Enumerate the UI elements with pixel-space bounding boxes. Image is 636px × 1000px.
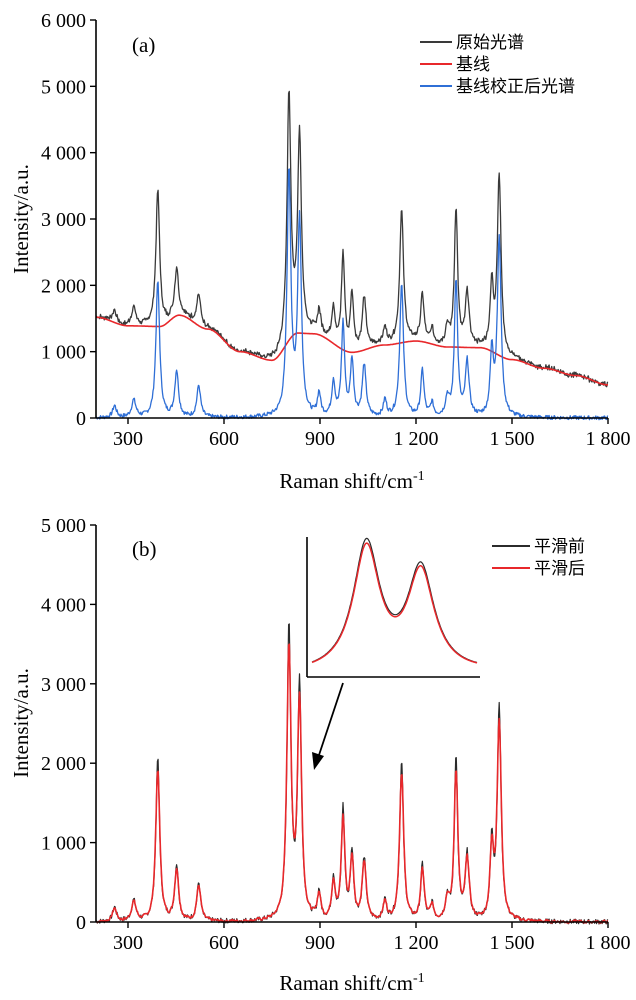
panel-b-x-tick-label: 1 500	[490, 932, 535, 954]
panel-a-ticks: 300 600 900 1 200 1 500 1 800 0 1 000 2 000 3 000…	[41, 10, 631, 450]
panel-a-legend: 原始光谱 基线 基线校正后光谱	[420, 33, 575, 97]
panel-a-y-tick-label: 0	[76, 408, 86, 430]
panel-b-y-tick-label: 4 000	[41, 594, 86, 616]
inset-series	[311, 537, 478, 664]
panel-b-x-tick-label: 900	[305, 932, 335, 954]
panel-b-x-tick-label: 600	[209, 932, 239, 954]
panel-b-ticks: 300 600 900 1 200 1 500 1 800 0 1 000 2 000 3 000…	[41, 515, 631, 954]
inset-arrow-head	[312, 752, 324, 770]
panel-b-x-tick-label: 1 800	[586, 932, 631, 954]
series-after-smooth	[95, 643, 609, 924]
panel-b-x-title-sup: -1	[413, 971, 425, 986]
panel-b-x-title: Raman shift/cm-1	[279, 971, 424, 995]
inset-series-after-smooth	[311, 542, 478, 664]
panel-b-x-tick-label: 1 200	[394, 932, 439, 954]
panel-b-y-tick-label: 2 000	[41, 753, 86, 775]
panel-a-y-tick-label: 5 000	[41, 76, 86, 98]
panel-b-y-title: Intensity/a.u.	[9, 668, 33, 778]
panel-b-series	[95, 623, 609, 925]
panel-a-x-tick-label: 300	[113, 428, 143, 450]
panel-a: 300 600 900 1 200 1 500 1 800 0 1 000 2 000 3 000…	[9, 10, 631, 493]
panel-a-x-tick-label: 1 800	[586, 428, 631, 450]
panel-a-x-tick-label: 900	[305, 428, 335, 450]
series-before-smooth	[95, 623, 609, 925]
panel-a-x-title-sup: -1	[413, 469, 425, 484]
panel-b-legend: 平滑前 平滑后	[492, 537, 585, 579]
panel-b-x-tick-label: 300	[113, 932, 143, 954]
panel-a-y-tick-label: 3 000	[41, 209, 86, 231]
legend-label-before-smooth: 平滑前	[534, 537, 585, 557]
panel-a-y-tick-label: 6 000	[41, 10, 86, 32]
inset-arrow-shaft	[317, 682, 344, 759]
panel-a-y-tick-label: 2 000	[41, 275, 86, 297]
panel-a-x-tick-label: 1 200	[394, 428, 439, 450]
panel-a-y-tick-label: 4 000	[41, 143, 86, 165]
panel-b-y-tick-label: 0	[76, 912, 86, 934]
panel-a-series	[95, 90, 609, 421]
panel-b-inset	[306, 537, 480, 770]
legend-label-baseline: 基线	[456, 55, 490, 75]
panel-b-y-tick-label: 3 000	[41, 674, 86, 696]
legend-label-after-smooth: 平滑后	[534, 559, 585, 579]
panel-b-label: (b)	[132, 537, 157, 561]
panel-b-y-tick-label: 1 000	[41, 833, 86, 855]
panel-a-x-tick-label: 600	[209, 428, 239, 450]
panel-a-y-title: Intensity/a.u.	[9, 164, 33, 274]
panel-a-y-tick-label: 1 000	[41, 342, 86, 364]
panel-a-x-tick-label: 1 500	[490, 428, 535, 450]
panel-a-x-title-text: Raman shift/cm	[279, 469, 413, 493]
panel-a-label: (a)	[132, 33, 155, 57]
series-corrected-spectrum	[95, 168, 609, 421]
legend-label-corrected: 基线校正后光谱	[456, 77, 575, 97]
series-baseline	[95, 314, 609, 386]
panel-a-x-title: Raman shift/cm-1	[279, 469, 424, 493]
series-raw-spectrum	[95, 90, 609, 388]
panel-b: 300 600 900 1 200 1 500 1 800 0 1 000 2 000 3 000…	[9, 515, 631, 995]
panel-b-x-title-text: Raman shift/cm	[279, 971, 413, 995]
panel-b-y-tick-label: 5 000	[41, 515, 86, 537]
legend-label-raw: 原始光谱	[456, 33, 524, 53]
